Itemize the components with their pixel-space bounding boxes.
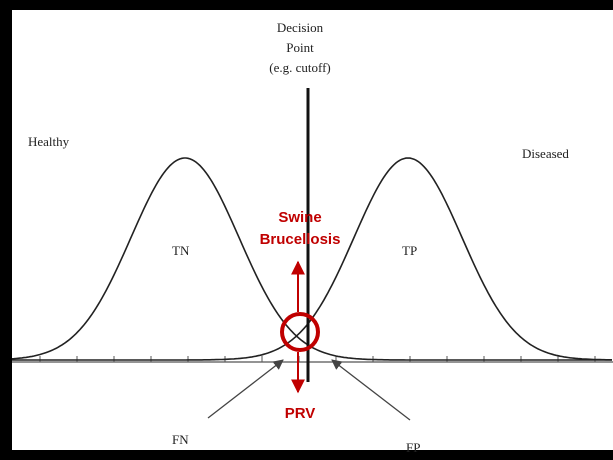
canvas [12,10,613,450]
decision-text: Point [286,40,314,55]
decision-text: (e.g. cutoff) [269,60,330,75]
diseased-label: Diseased [522,146,569,161]
fn-label: FN [172,432,189,447]
annotation-text: Swine [278,209,321,226]
annotation-text: Brucellosis [260,231,341,248]
tn-label: TN [172,243,190,258]
highlight-circle [280,312,320,352]
annotation-text: PRV [285,405,316,422]
fp-arrow [331,359,411,421]
fp-label: FP [406,440,420,455]
healthy-label: Healthy [28,134,70,149]
tp-label: TP [402,243,417,258]
fn-arrow [207,359,284,419]
decision-text: Decision [277,20,324,35]
